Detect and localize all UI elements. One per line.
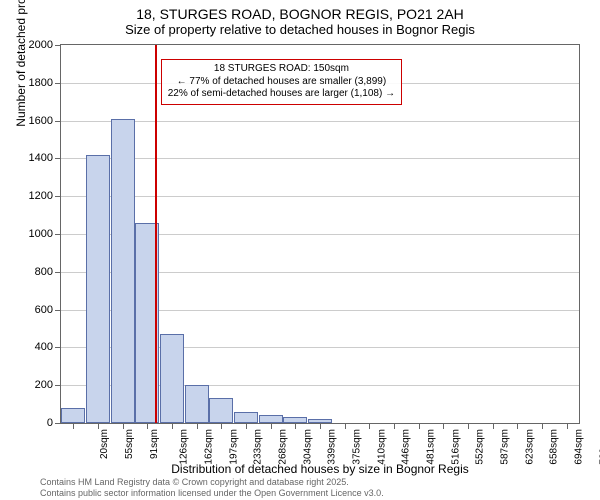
- annotation-line: ← 77% of detached houses are smaller (3,…: [168, 76, 395, 89]
- gridline: [61, 121, 579, 122]
- y-tick-label: 0: [47, 417, 61, 429]
- x-tick-label: 91sqm: [149, 429, 160, 459]
- y-tick-label: 1000: [29, 228, 61, 240]
- y-tick-label: 1400: [29, 152, 61, 164]
- x-tick: [394, 423, 395, 429]
- y-tick-label: 1200: [29, 190, 61, 202]
- x-tick-label: 197sqm: [228, 429, 239, 465]
- x-tick-label: 552sqm: [475, 429, 486, 465]
- footer-line-1: Contains HM Land Registry data © Crown c…: [40, 477, 384, 487]
- y-tick-label: 2000: [29, 39, 61, 51]
- plot-area: 020040060080010001200140016001800200020s…: [60, 44, 580, 424]
- x-tick-label: 410sqm: [376, 429, 387, 465]
- x-tick: [567, 423, 568, 429]
- x-tick-label: 446sqm: [401, 429, 412, 465]
- x-tick-label: 375sqm: [352, 429, 363, 465]
- histogram-bar: [111, 119, 135, 423]
- y-tick-label: 1800: [29, 77, 61, 89]
- x-tick-label: 587sqm: [500, 429, 511, 465]
- histogram-bar: [185, 385, 209, 423]
- y-tick-label: 200: [35, 379, 61, 391]
- histogram-bar: [234, 412, 258, 423]
- x-axis-label: Distribution of detached houses by size …: [60, 462, 580, 476]
- chart-container: 18, STURGES ROAD, BOGNOR REGIS, PO21 2AH…: [0, 0, 600, 500]
- x-tick: [123, 423, 124, 429]
- title-block: 18, STURGES ROAD, BOGNOR REGIS, PO21 2AH…: [0, 0, 600, 37]
- histogram-bar: [61, 408, 85, 423]
- x-tick-label: 658sqm: [549, 429, 560, 465]
- histogram-bar: [86, 155, 110, 423]
- title-line-1: 18, STURGES ROAD, BOGNOR REGIS, PO21 2AH: [0, 6, 600, 22]
- y-tick-label: 800: [35, 266, 61, 278]
- x-tick: [468, 423, 469, 429]
- x-tick-label: 126sqm: [179, 429, 190, 465]
- x-tick: [295, 423, 296, 429]
- x-tick: [172, 423, 173, 429]
- gridline: [61, 196, 579, 197]
- x-tick-label: 481sqm: [426, 429, 437, 465]
- x-tick: [493, 423, 494, 429]
- histogram-bar: [259, 415, 283, 423]
- x-tick-label: 55sqm: [124, 429, 135, 459]
- reference-line: [155, 45, 157, 423]
- x-tick: [98, 423, 99, 429]
- x-tick-label: 694sqm: [574, 429, 585, 465]
- x-tick: [147, 423, 148, 429]
- x-tick: [369, 423, 370, 429]
- footer-line-2: Contains public sector information licen…: [40, 488, 384, 498]
- x-tick-label: 623sqm: [524, 429, 535, 465]
- x-tick-label: 233sqm: [253, 429, 264, 465]
- x-tick: [320, 423, 321, 429]
- y-axis-label: Number of detached properties: [14, 0, 28, 234]
- x-tick: [345, 423, 346, 429]
- x-tick: [419, 423, 420, 429]
- x-tick: [443, 423, 444, 429]
- x-tick-label: 516sqm: [450, 429, 461, 465]
- x-tick-label: 20sqm: [99, 429, 110, 459]
- x-tick: [542, 423, 543, 429]
- annotation-line: 22% of semi-detached houses are larger (…: [168, 88, 395, 101]
- x-tick: [246, 423, 247, 429]
- x-tick: [517, 423, 518, 429]
- annotation-box: 18 STURGES ROAD: 150sqm← 77% of detached…: [161, 59, 402, 105]
- histogram-bar: [209, 398, 233, 423]
- y-tick-label: 1600: [29, 115, 61, 127]
- x-tick: [271, 423, 272, 429]
- x-tick-label: 162sqm: [204, 429, 215, 465]
- title-line-2: Size of property relative to detached ho…: [0, 22, 600, 37]
- histogram-bar: [160, 334, 184, 423]
- y-tick-label: 600: [35, 304, 61, 316]
- x-tick-label: 304sqm: [302, 429, 313, 465]
- x-tick-label: 339sqm: [327, 429, 338, 465]
- x-tick: [221, 423, 222, 429]
- annotation-line: 18 STURGES ROAD: 150sqm: [168, 63, 395, 76]
- x-tick-label: 268sqm: [278, 429, 289, 465]
- footer-attribution: Contains HM Land Registry data © Crown c…: [40, 477, 384, 498]
- x-tick: [73, 423, 74, 429]
- x-tick: [197, 423, 198, 429]
- gridline: [61, 158, 579, 159]
- y-tick-label: 400: [35, 341, 61, 353]
